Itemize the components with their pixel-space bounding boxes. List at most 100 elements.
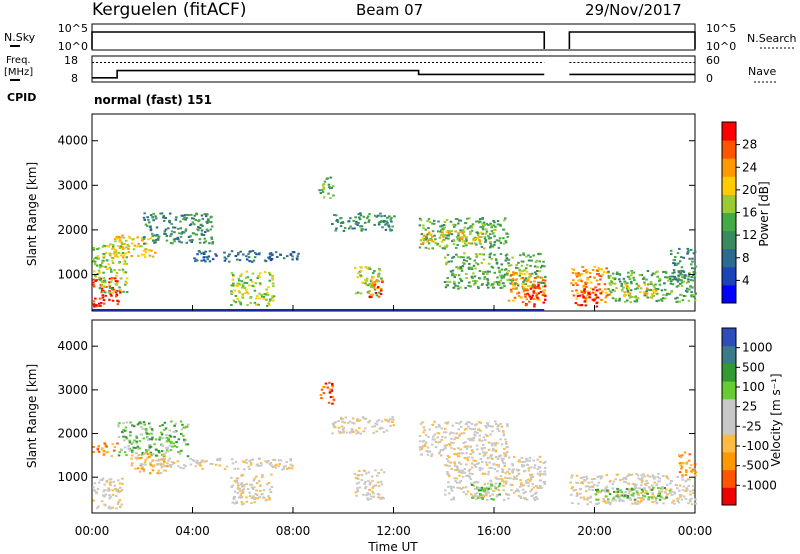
data-cell (494, 442, 497, 445)
data-cell (689, 500, 692, 503)
data-cell (446, 454, 449, 457)
data-cell (360, 225, 364, 228)
data-cell (463, 457, 466, 460)
data-cell (128, 449, 131, 452)
data-cell (597, 267, 601, 270)
data-cell (353, 227, 356, 230)
data-cell (103, 489, 106, 492)
data-cell (355, 482, 359, 485)
data-cell (125, 291, 129, 293)
data-cell (332, 398, 336, 401)
data-cell (597, 502, 600, 505)
data-cell (112, 480, 116, 483)
data-cell (593, 265, 596, 268)
data-cell (239, 274, 242, 277)
data-cell (513, 296, 517, 299)
data-cell (686, 281, 689, 284)
data-cell (533, 466, 536, 469)
freq-right-tick-top: 60 (706, 54, 720, 67)
data-cell (134, 456, 137, 459)
data-cell (497, 489, 500, 492)
data-cell (163, 428, 166, 431)
data-cell (242, 460, 245, 463)
data-cell (489, 233, 492, 236)
data-cell (118, 247, 122, 249)
data-cell (681, 489, 685, 492)
data-cell (483, 278, 486, 280)
data-cell (191, 459, 195, 462)
data-cell (589, 281, 593, 284)
data-cell (675, 484, 679, 487)
data-cell (142, 437, 145, 440)
data-cell (669, 488, 673, 491)
data-cell (692, 295, 696, 298)
data-cell (161, 424, 164, 427)
data-cell (177, 438, 181, 441)
data-cell (365, 277, 369, 280)
data-cell (452, 255, 456, 258)
data-cell (371, 479, 374, 482)
data-cell (581, 293, 584, 296)
data-cell (694, 474, 697, 477)
data-cell (453, 438, 456, 441)
data-cell (125, 239, 128, 242)
data-cell (129, 434, 132, 437)
data-cell (125, 246, 128, 249)
data-cell (636, 502, 640, 505)
data-cell (241, 285, 245, 287)
colorbar-tick-label-4: 12 (742, 228, 757, 242)
data-cell (539, 291, 543, 293)
data-cell (470, 266, 474, 269)
data-cell (624, 478, 628, 481)
data-cell (537, 292, 541, 295)
data-cell (117, 300, 120, 303)
data-cell (263, 271, 267, 274)
data-cell (510, 290, 513, 293)
data-cell (467, 425, 470, 428)
data-cell (271, 296, 274, 299)
data-cell (458, 474, 461, 477)
data-cell (442, 224, 446, 226)
data-cell (240, 503, 244, 506)
data-cell (655, 300, 658, 302)
data-cell (134, 452, 138, 455)
data-cell (103, 442, 106, 445)
data-cell (130, 242, 134, 245)
data-cell (525, 270, 529, 273)
data-cell (586, 503, 589, 506)
data-cell (276, 256, 279, 258)
data-cell (161, 445, 164, 448)
data-cell (322, 392, 326, 395)
data-cell (147, 218, 150, 221)
data-cell (578, 294, 581, 297)
data-cell (233, 490, 237, 493)
data-cell (358, 270, 362, 273)
data-cell (426, 446, 430, 449)
data-cell (500, 443, 504, 446)
data-cell (485, 451, 488, 454)
data-cell (143, 219, 146, 221)
data-cell (694, 265, 698, 268)
data-cell (123, 439, 126, 442)
data-cell (120, 243, 124, 246)
data-cell (681, 462, 684, 465)
data-cell (494, 487, 497, 490)
data-cell (167, 450, 170, 453)
data-cell (488, 486, 492, 489)
data-cell (241, 295, 244, 298)
data-cell (125, 421, 129, 424)
data-cell (504, 472, 507, 475)
data-cell (368, 483, 372, 486)
data-cell (577, 272, 580, 275)
data-cell (692, 271, 695, 273)
data-cell (449, 461, 452, 464)
data-cell (383, 220, 386, 222)
data-cell (188, 239, 192, 242)
data-cell (669, 492, 672, 495)
data-cell (269, 259, 273, 262)
data-cell (571, 486, 574, 489)
data-cell (292, 251, 296, 254)
data-cell (390, 418, 393, 421)
data-cell (589, 501, 592, 504)
data-cell (510, 274, 513, 276)
